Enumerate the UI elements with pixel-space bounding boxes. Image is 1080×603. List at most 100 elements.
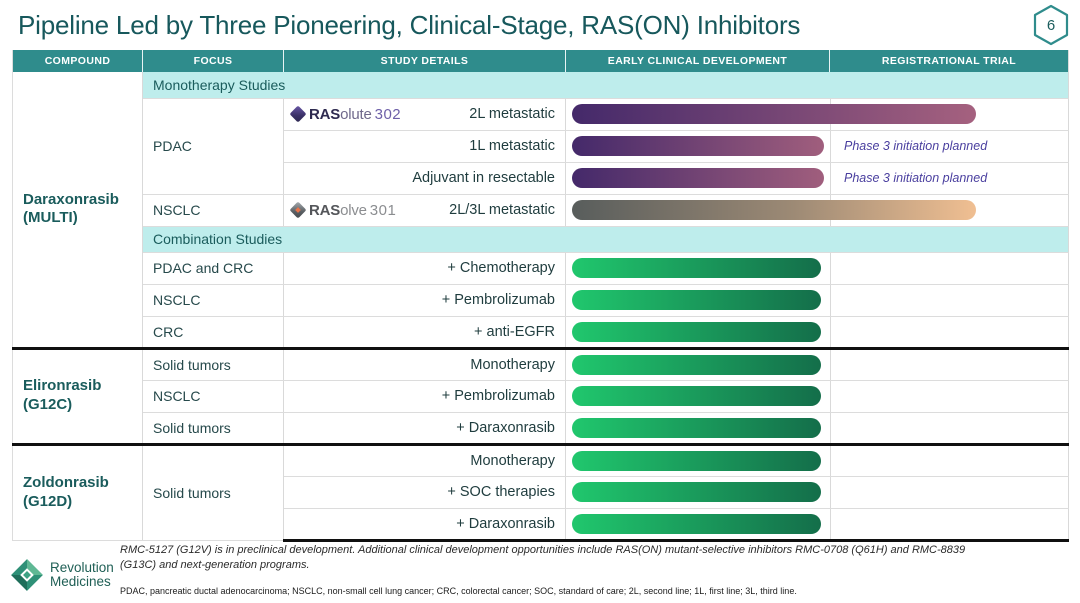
study-label: + Daraxonrasib [456,515,555,532]
study-label: + Chemotherapy [447,260,555,276]
progress-cell [565,508,1069,542]
study-row-anti-egfr: CRC + anti-EGFR [13,316,1069,350]
progress-bar-purple [572,104,976,124]
trial-number: 301 [369,201,397,219]
study-cell: Monotherapy [283,346,566,381]
focus-cell-nsclc: NSCLC [142,380,284,413]
focus-cell-solid-tumors: Solid tumors [142,412,284,446]
progress-cell [565,476,1069,509]
study-row-zoldonrasib-daraxonrasib: + Daraxonrasib [13,508,1069,542]
focus-cell-crc: CRC [142,316,284,350]
section-band-combination: Combination Studies [142,226,1069,253]
focus-cell-solid-tumors: Solid tumors [142,442,284,541]
column-divider [830,508,831,539]
progress-bar-green [572,386,821,406]
progress-cell: Phase 3 initiation planned [565,162,1069,195]
progress-cell [565,316,1069,350]
study-cell: RASolve 301 2L/3L metastatic [283,194,566,227]
progress-bar-green [572,513,821,534]
phase-3-note: Phase 3 initiation planned [844,171,988,185]
table-header-row: COMPOUND FOCUS STUDY DETAILS EARLY CLINI… [12,50,1069,72]
compound-name: Zoldonrasib [23,473,109,491]
column-divider [830,412,831,443]
column-divider [830,380,831,412]
study-row-adjuvant: Adjuvant in resectable Phase 3 initiatio… [13,162,1069,195]
study-label: Monotherapy [470,356,555,373]
study-cell: + anti-EGFR [283,316,566,350]
study-cell: RASolute 302 2L metastatic [283,98,566,131]
column-divider [830,130,831,162]
rasolve-301-wordmark: RASolve 301 [289,201,397,219]
compound-cell-zoldonrasib: Zoldonrasib (G12D) [12,442,143,541]
study-label: + anti-EGFR [474,323,555,340]
section-band-monotherapy: Monotherapy Studies [142,72,1069,99]
progress-cell [565,442,1069,477]
pipeline-table: COMPOUND FOCUS STUDY DETAILS EARLY CLINI… [12,50,1069,542]
focus-cell-nsclc: NSCLC [142,284,284,317]
compound-name: Daraxonrasib [23,190,119,208]
progress-bar-green [572,290,821,310]
preclinical-footnote: RMC-5127 (G12V) is in preclinical develo… [120,544,966,571]
study-row-zoldonrasib-mono: Zoldonrasib (G12D) Solid tumors Monother… [12,442,1069,541]
header-early-clinical-development: EARLY CLINICAL DEVELOPMENT [565,50,830,72]
column-divider [830,162,831,194]
section-row-monotherapy: Daraxonrasib (MULTI) Monotherapy Studies [12,72,1069,349]
trial-light: olve [340,201,367,219]
progress-bar-green [572,450,821,471]
progress-bar-purple [572,168,824,188]
study-label: + Pembrolizumab [441,292,555,308]
header-study-details: STUDY DETAILS [283,50,566,72]
focus-cell-nsclc: NSCLC [142,194,284,227]
study-cell: Monotherapy [283,442,566,477]
trial-number: 302 [374,105,402,123]
trial-bold: RAS [309,105,341,123]
study-cell: + Chemotherapy [283,252,566,285]
column-divider [830,476,831,508]
study-row-elironrasib-pembrolizumab: NSCLC + Pembrolizumab [13,380,1069,413]
progress-bar-purple [572,136,824,156]
logo-line-2: Medicines [50,574,111,589]
compound-target: (G12C) [23,396,73,413]
study-label: Adjuvant in resectable [412,170,555,186]
study-label: + Pembrolizumab [441,388,555,404]
compound-name: Elironrasib [23,377,102,395]
header-registrational-trial: REGISTRATIONAL TRIAL [829,50,1069,72]
page-number: 6 [1047,17,1055,34]
trial-bold: RAS [309,201,341,219]
revolution-medicines-logo: Revolution Medicines [10,558,114,592]
page-title: Pipeline Led by Three Pioneering, Clinic… [18,10,801,40]
study-label: 2L metastatic [469,106,555,122]
study-label: Monotherapy [470,452,555,469]
study-row-2l3l-metastatic: NSCLC RASolve 301 2L/3L metastatic [13,194,1069,227]
phase-3-note: Phase 3 initiation planned [844,139,988,153]
progress-cell [565,98,1069,131]
study-cell: + Daraxonrasib [283,508,566,542]
column-divider [830,284,831,316]
rasolve-diamond-icon [289,201,307,219]
header-focus: FOCUS [142,50,284,72]
section-row-combination: Combination Studies [13,226,1069,253]
progress-bar-green [572,417,821,438]
study-row-2l-metastatic: PDAC RASolute 302 2L metastatic [13,98,1069,195]
page-number-hexagon: 6 [1033,4,1069,46]
study-cell: + Pembrolizumab [283,284,566,317]
progress-cell [565,412,1069,446]
study-cell: 1L metastatic [283,130,566,163]
progress-cell [565,346,1069,381]
focus-cell-pdac: PDAC [142,98,284,195]
study-label: 2L/3L metastatic [449,202,555,218]
study-row-elironrasib-mono: Elironrasib (G12C) Solid tumors Monother… [12,346,1069,445]
progress-cell [565,380,1069,413]
compound-cell-elironrasib: Elironrasib (G12C) [12,346,143,445]
study-cell: + Daraxonrasib [283,412,566,446]
study-cell: + SOC therapies [283,476,566,509]
focus-cell-solid-tumors: Solid tumors [142,346,284,381]
rasolute-302-wordmark: RASolute 302 [289,105,402,123]
study-cell: Adjuvant in resectable [283,162,566,195]
progress-bar-gray-tan [572,200,976,220]
progress-bar-green [572,258,821,278]
study-row-pembrolizumab-combo: NSCLC + Pembrolizumab [13,284,1069,317]
column-divider [830,316,831,347]
study-label: 1L metastatic [469,138,555,154]
